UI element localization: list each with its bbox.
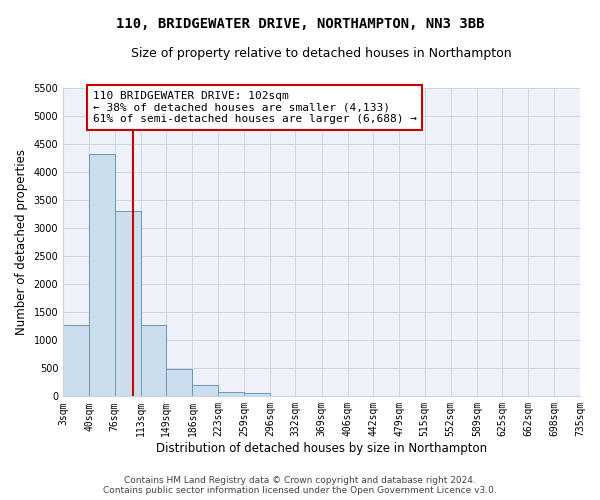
Y-axis label: Number of detached properties: Number of detached properties	[15, 149, 28, 335]
X-axis label: Distribution of detached houses by size in Northampton: Distribution of detached houses by size …	[156, 442, 487, 455]
Bar	[89, 154, 115, 396]
Bar	[218, 392, 244, 396]
Bar	[193, 385, 218, 396]
Bar	[166, 369, 193, 396]
Text: Contains HM Land Registry data © Crown copyright and database right 2024.
Contai: Contains HM Land Registry data © Crown c…	[103, 476, 497, 495]
Text: 110, BRIDGEWATER DRIVE, NORTHAMPTON, NN3 3BB: 110, BRIDGEWATER DRIVE, NORTHAMPTON, NN3…	[116, 18, 484, 32]
Bar	[63, 325, 89, 396]
Title: Size of property relative to detached houses in Northampton: Size of property relative to detached ho…	[131, 48, 512, 60]
Text: 110 BRIDGEWATER DRIVE: 102sqm
← 38% of detached houses are smaller (4,133)
61% o: 110 BRIDGEWATER DRIVE: 102sqm ← 38% of d…	[93, 91, 417, 124]
Bar	[141, 324, 166, 396]
Bar	[115, 212, 141, 396]
Bar	[244, 394, 270, 396]
